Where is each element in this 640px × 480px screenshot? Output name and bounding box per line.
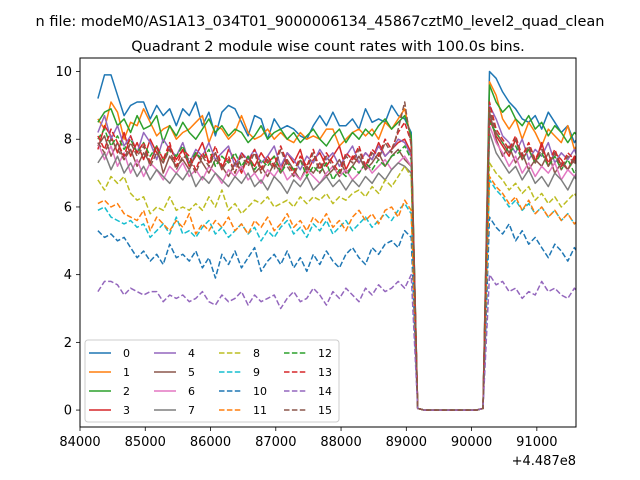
legend-label-11: 11	[253, 404, 267, 417]
x-tick-label: 88000	[320, 435, 361, 450]
x-tick-label: 86000	[190, 435, 231, 450]
series-line-7	[97, 131, 576, 411]
series-line-15	[97, 101, 576, 411]
series-line-0	[97, 70, 576, 411]
plot-frame	[79, 57, 577, 428]
chart-title: Quadrant 2 module wise count rates with …	[131, 39, 525, 55]
legend-label-3: 3	[123, 404, 130, 417]
series-line-8	[97, 162, 576, 411]
legend-label-14: 14	[318, 385, 332, 398]
series-line-11	[97, 175, 576, 411]
series-line-10	[97, 216, 576, 411]
legend-label-0: 0	[123, 347, 130, 360]
series-line-1	[97, 80, 576, 411]
x-tick-label: 85000	[125, 435, 166, 450]
legend-label-15: 15	[318, 404, 332, 417]
legend-label-12: 12	[318, 347, 332, 360]
y-tick-label: 2	[64, 336, 72, 351]
x-tick-label: 91000	[516, 435, 557, 450]
y-tick-label: 4	[64, 268, 72, 283]
x-tick-label: 89000	[386, 435, 427, 450]
series-line-2	[97, 84, 576, 411]
y-tick-label: 6	[64, 200, 72, 215]
y-tick-label: 8	[64, 133, 72, 148]
x-offset-text: +4.487e8	[512, 454, 576, 469]
legend-label-9: 9	[253, 366, 260, 379]
series-layer	[97, 70, 576, 411]
series-line-13	[97, 101, 576, 411]
x-tick-label: 87000	[255, 435, 296, 450]
legend-label-2: 2	[123, 385, 130, 398]
legend-label-5: 5	[188, 366, 195, 379]
x-tick-label: 90000	[451, 435, 492, 450]
series-line-14	[97, 273, 576, 411]
y-tick-label: 0	[64, 404, 72, 419]
legend-label-13: 13	[318, 366, 332, 379]
x-tick-label: 84000	[59, 435, 100, 450]
legend-frame	[84, 339, 340, 423]
axis-ticks: 84000 85000 86000 87000 88000 89000 90000 91000…	[55, 65, 557, 450]
legend-label-8: 8	[253, 347, 260, 360]
figure-suptitle: n file: modeM0/AS1A13_034T01_9000006134_…	[36, 14, 605, 30]
legend-label-6: 6	[188, 385, 195, 398]
legend-label-7: 7	[188, 404, 195, 417]
y-tick-label: 10	[55, 65, 72, 80]
legend-label-10: 10	[253, 385, 267, 398]
legend-label-4: 4	[188, 347, 195, 360]
legend-label-1: 1	[123, 366, 130, 379]
